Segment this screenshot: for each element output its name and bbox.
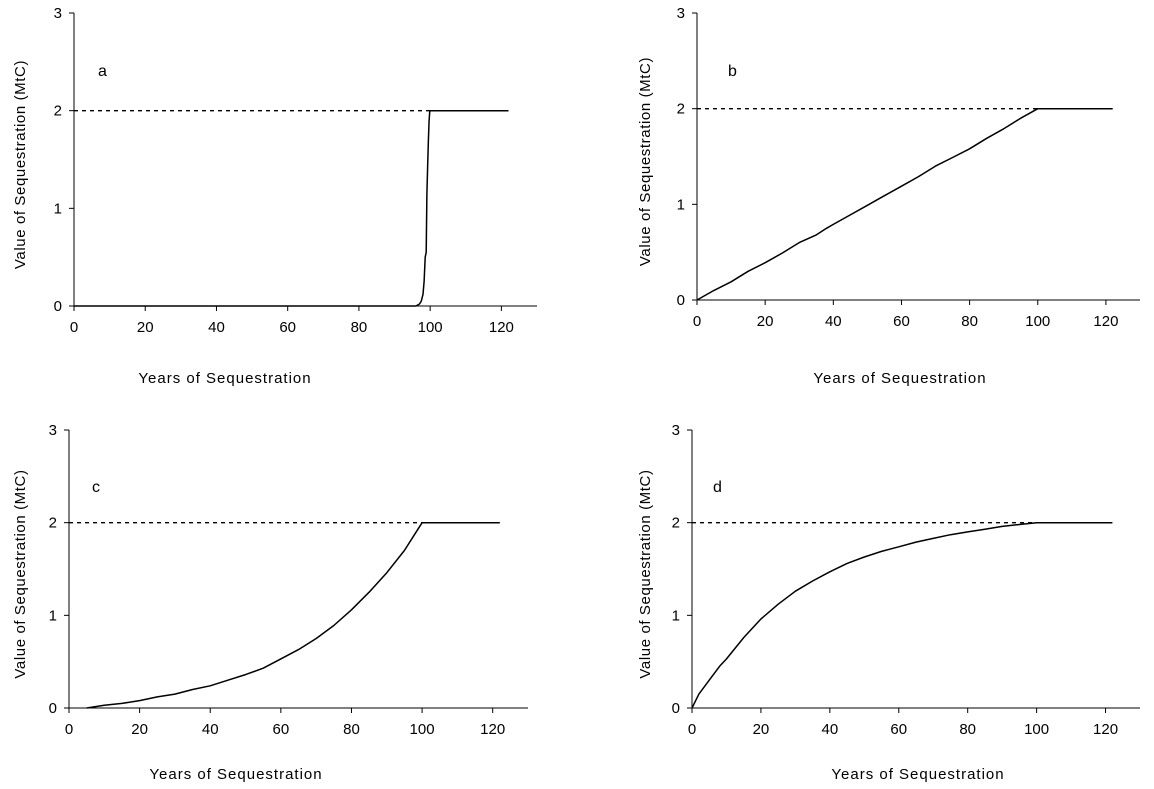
x-tick-label: 20 bbox=[757, 313, 774, 330]
x-tick-label: 40 bbox=[825, 313, 842, 330]
y-tick-label: 3 bbox=[54, 5, 62, 22]
y-tick-label: 3 bbox=[49, 422, 57, 439]
y-axis-label: Value of Sequestration (MtC) bbox=[637, 469, 654, 678]
y-tick-label: 2 bbox=[49, 515, 57, 532]
x-tick-label: 120 bbox=[1093, 313, 1118, 330]
x-axis-label: Years of Sequestration bbox=[149, 766, 322, 783]
x-tick-label: 80 bbox=[351, 319, 368, 336]
x-tick-label: 80 bbox=[343, 721, 360, 738]
y-tick-label: 0 bbox=[49, 700, 57, 717]
chart-panel-a: 0 1 2 3 0 20 40 60 80 100 120 Years of Sequestratio… bbox=[12, 5, 537, 387]
x-tick-label: 100 bbox=[1024, 721, 1049, 738]
x-tick-label: 20 bbox=[137, 319, 154, 336]
x-tick-label: 120 bbox=[480, 721, 505, 738]
panel-label: b bbox=[728, 63, 737, 80]
series-line bbox=[74, 109, 509, 307]
x-tick-label: 0 bbox=[70, 319, 78, 336]
y-axis-label: Value of Sequestration (MtC) bbox=[12, 469, 29, 678]
y-tick-label: 2 bbox=[677, 101, 685, 118]
y-tick-label: 1 bbox=[54, 200, 62, 217]
x-tick-label: 80 bbox=[959, 721, 976, 738]
chart-panel-c: 0 1 2 3 0 20 40 60 80 100 120 Years of Sequestratio… bbox=[12, 422, 528, 783]
y-tick-label: 1 bbox=[49, 607, 57, 624]
x-tick-label: 20 bbox=[131, 721, 148, 738]
x-tick-label: 60 bbox=[273, 721, 290, 738]
x-tick-label: 120 bbox=[1093, 721, 1118, 738]
x-tick-label: 60 bbox=[890, 721, 907, 738]
x-axis-label: Years of Sequestration bbox=[138, 370, 311, 387]
panel-label: c bbox=[92, 479, 100, 496]
x-tick-label: 80 bbox=[961, 313, 978, 330]
x-tick-label: 40 bbox=[822, 721, 839, 738]
chart-panel-b: 0 1 2 3 0 20 40 60 80 100 120 Years of Sequestratio… bbox=[637, 5, 1140, 387]
x-tick-label: 20 bbox=[753, 721, 770, 738]
panel-label: d bbox=[713, 479, 722, 496]
y-axis-label: Value of Sequestration (MtC) bbox=[637, 57, 654, 266]
x-tick-label: 100 bbox=[418, 319, 443, 336]
x-tick-label: 0 bbox=[688, 721, 696, 738]
x-tick-label: 40 bbox=[202, 721, 219, 738]
y-tick-label: 1 bbox=[672, 607, 680, 624]
x-axis-label: Years of Sequestration bbox=[831, 766, 1004, 783]
x-tick-label: 60 bbox=[893, 313, 910, 330]
y-tick-label: 0 bbox=[672, 700, 680, 717]
y-tick-label: 3 bbox=[672, 422, 680, 439]
y-tick-label: 2 bbox=[672, 515, 680, 532]
y-tick-label: 0 bbox=[54, 298, 62, 315]
x-tick-label: 0 bbox=[693, 313, 701, 330]
x-tick-label: 60 bbox=[279, 319, 296, 336]
y-tick-label: 0 bbox=[677, 292, 685, 309]
y-tick-label: 2 bbox=[54, 103, 62, 120]
y-axis-label: Value of Sequestration (MtC) bbox=[12, 60, 29, 269]
x-tick-label: 100 bbox=[1025, 313, 1050, 330]
x-tick-label: 40 bbox=[208, 319, 225, 336]
series-line bbox=[696, 107, 1113, 301]
panel-label: a bbox=[98, 63, 107, 80]
y-tick-label: 1 bbox=[677, 196, 685, 213]
series-line bbox=[691, 521, 1113, 709]
x-tick-label: 120 bbox=[489, 319, 514, 336]
x-tick-label: 100 bbox=[410, 721, 435, 738]
x-axis-label: Years of Sequestration bbox=[813, 370, 986, 387]
chart-panel-d: 0 1 2 3 0 20 40 60 80 100 120 Years of Sequestratio… bbox=[637, 422, 1140, 783]
y-tick-label: 3 bbox=[677, 5, 685, 22]
series-line bbox=[86, 521, 500, 709]
x-tick-label: 0 bbox=[65, 721, 73, 738]
